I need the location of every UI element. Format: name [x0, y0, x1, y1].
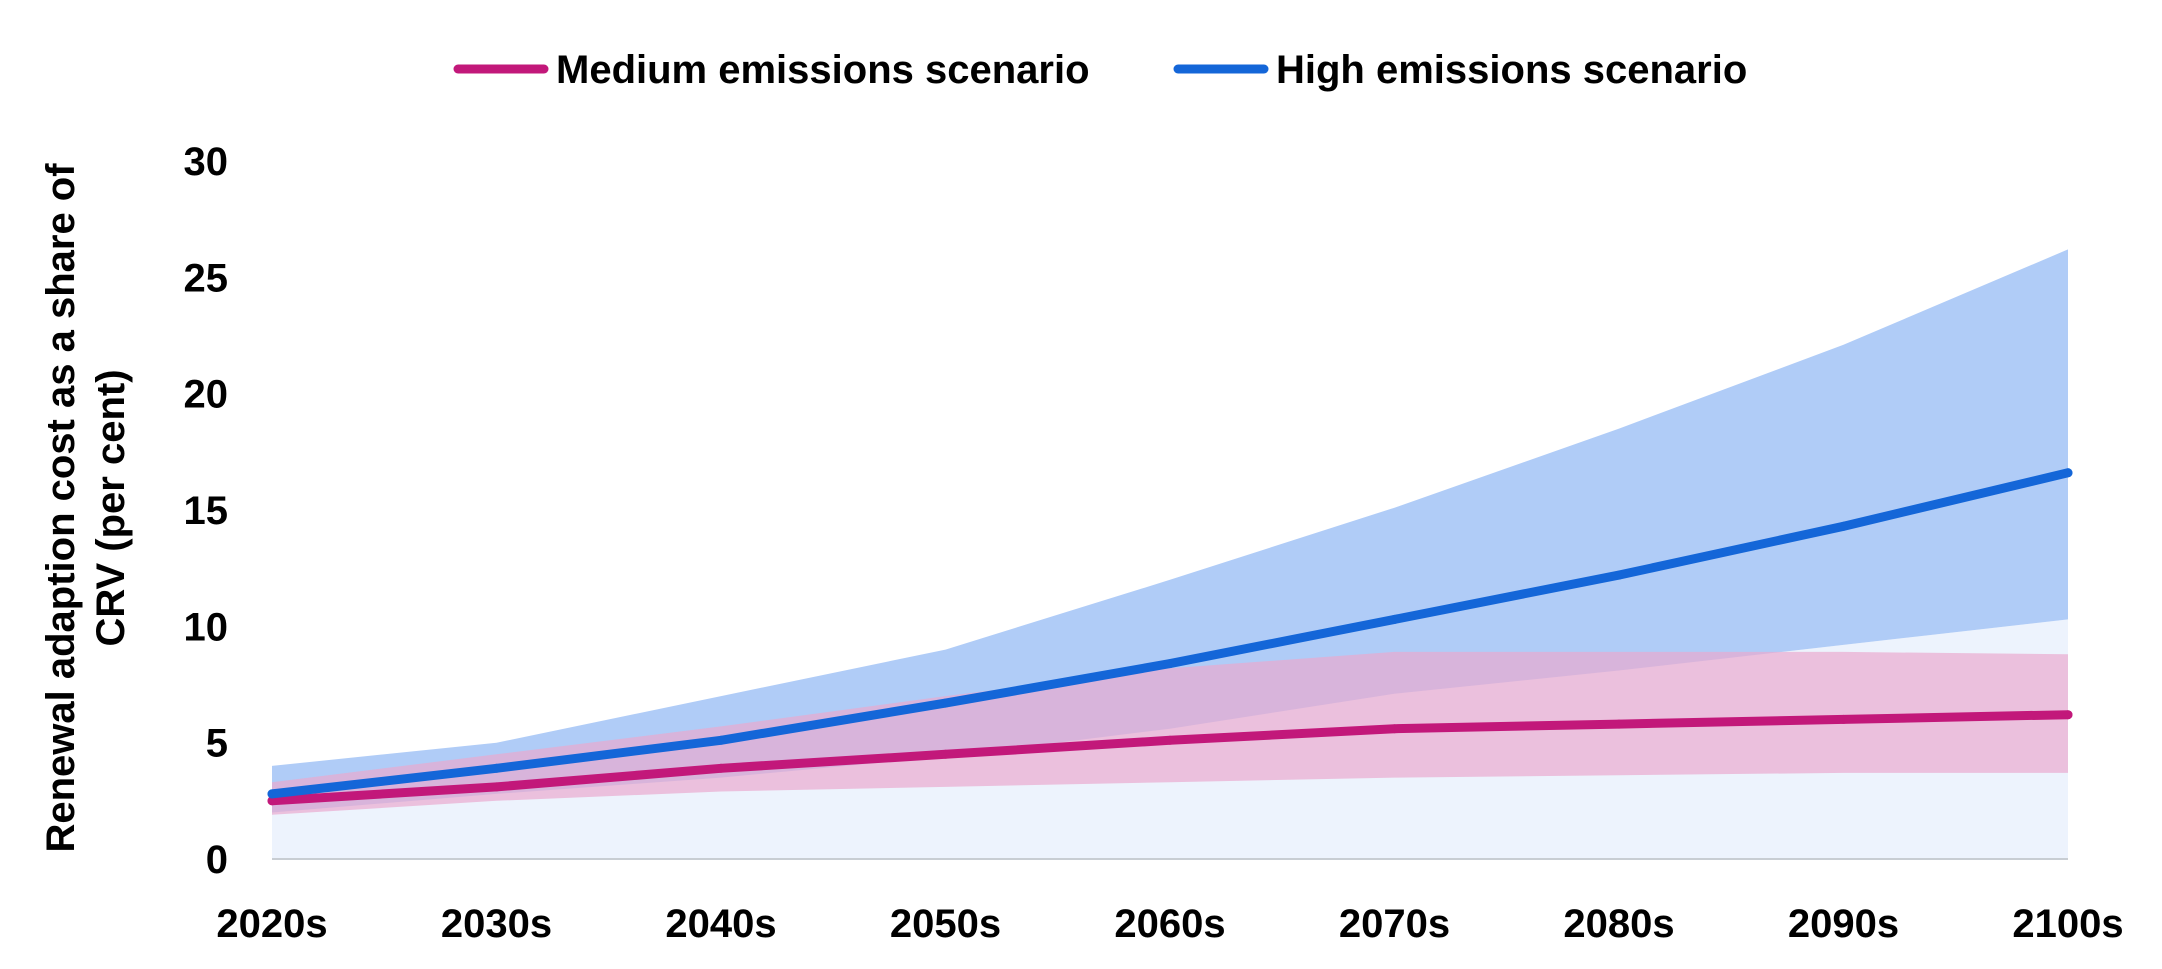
y-axis-title-line: CRV (per cent): [89, 369, 133, 646]
high-emissions-point: [492, 763, 501, 773]
high-emissions-point: [1839, 521, 1848, 531]
high-emissions-point: [1614, 570, 1624, 580]
y-axis-title: Renewal adaption cost as a share of CRV (…: [39, 163, 133, 853]
x-tick-label: 2100s: [2012, 902, 2123, 946]
medium-emissions-band: [272, 651, 2068, 815]
y-axis-ticks: 0 5 10 15 20 25 30: [184, 140, 229, 882]
legend: Medium emissions scenario High emissions …: [453, 48, 1747, 92]
x-tick-label: 2050s: [890, 902, 1001, 946]
plot-area: [267, 249, 2073, 860]
high-emissions-point: [267, 789, 277, 799]
medium-emissions-point: [1165, 735, 1175, 745]
medium-emissions-point: [492, 782, 501, 792]
high-emissions-point: [941, 698, 950, 708]
x-tick-label: 2060s: [1114, 902, 1225, 946]
y-tick-label: 15: [184, 489, 229, 533]
high-emissions-point: [2063, 468, 2073, 478]
y-tick-label: 30: [184, 140, 229, 184]
x-tick-label: 2090s: [1788, 902, 1899, 946]
uncertainty-bands: [272, 249, 2068, 859]
x-tick-label: 2070s: [1339, 902, 1450, 946]
x-tick-label: 2030s: [441, 902, 552, 946]
x-tick-label: 2020s: [216, 902, 327, 946]
x-tick-label: 2080s: [1563, 902, 1674, 946]
y-tick-label: 20: [184, 373, 229, 417]
y-tick-label: 25: [184, 256, 229, 300]
high-emissions-point: [1165, 659, 1175, 669]
x-axis-ticks: 2020s 2030s 2040s 2050s 2060s 2070s 2080s 2090s…: [216, 902, 2123, 946]
high-emissions-point: [716, 735, 726, 745]
medium-emissions-point: [1614, 719, 1624, 729]
y-tick-label: 0: [206, 838, 228, 882]
series-lines: [267, 468, 2073, 806]
legend-label-medium: Medium emissions scenario: [556, 48, 1090, 92]
x-tick-label: 2040s: [665, 902, 776, 946]
y-tick-label: 10: [184, 605, 229, 649]
y-axis-title-line: Renewal adaption cost as a share of: [39, 163, 83, 853]
medium-emissions-point: [267, 796, 277, 806]
medium-emissions-point: [1839, 714, 1848, 724]
legend-label-high: High emissions scenario: [1276, 48, 1747, 92]
medium-emissions-point: [2063, 710, 2073, 720]
y-tick-label: 5: [206, 722, 228, 766]
medium-emissions-point: [941, 749, 950, 759]
high-emissions-point: [1390, 614, 1399, 624]
medium-emissions-point: [1390, 724, 1399, 734]
medium-emissions-point: [716, 763, 726, 773]
